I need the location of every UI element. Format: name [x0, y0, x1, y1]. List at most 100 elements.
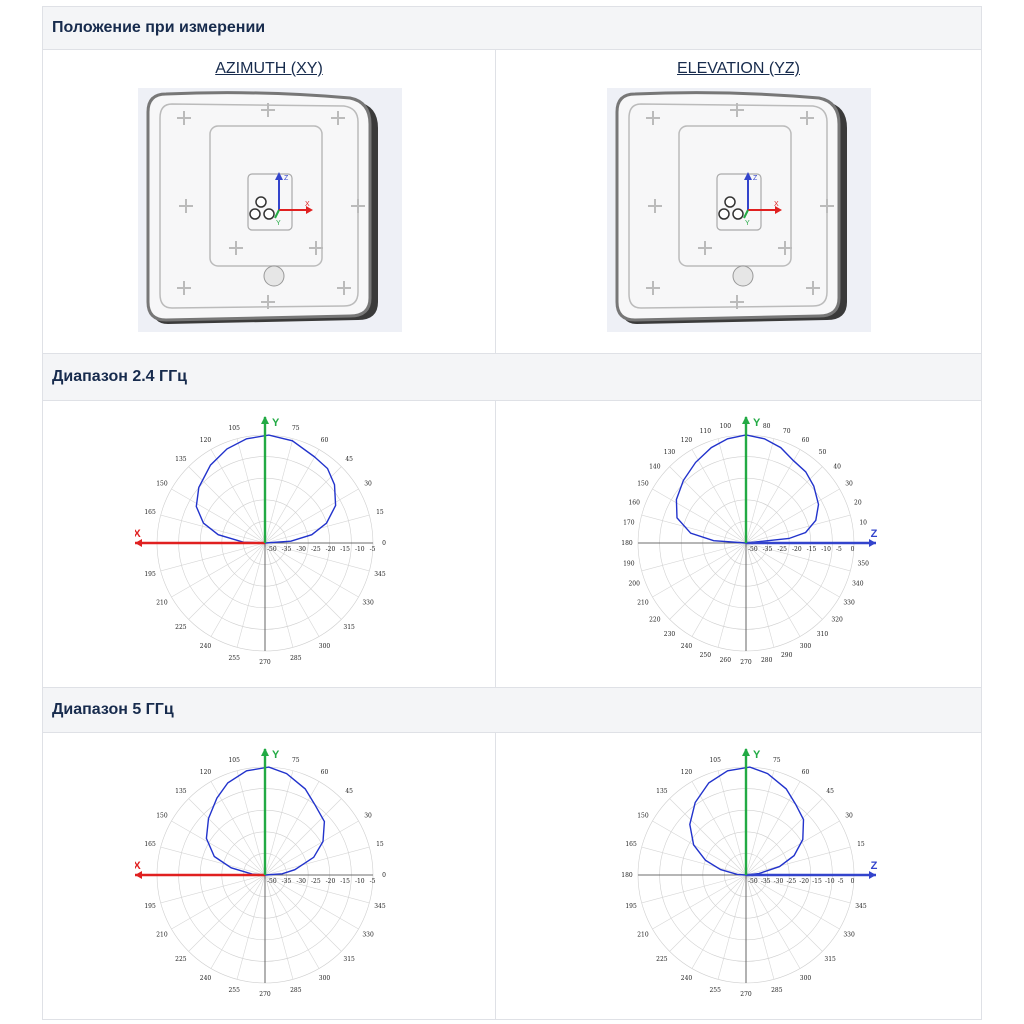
- mount-cross: [648, 199, 662, 213]
- grid-spoke: [717, 438, 747, 544]
- grid-spoke: [264, 781, 320, 876]
- ring-label: -20: [326, 878, 336, 885]
- grid-spoke: [745, 542, 840, 598]
- angle-label: 220: [649, 616, 661, 623]
- grid-spoke: [691, 781, 747, 876]
- origin-marker: [255, 196, 267, 208]
- grid-spoke: [171, 874, 266, 930]
- grid-spoke: [160, 874, 266, 904]
- angle-label: 255: [228, 655, 240, 662]
- vertical-axis-label: Y: [753, 749, 761, 761]
- ring-label: -50: [748, 878, 758, 885]
- angle-label: 340: [852, 581, 864, 588]
- grid-spoke: [652, 542, 747, 598]
- angle-label: 150: [637, 481, 649, 488]
- grid-spoke: [264, 874, 370, 904]
- grid-spoke: [188, 542, 266, 620]
- angle-label: 210: [637, 932, 649, 939]
- grid-spoke: [652, 488, 747, 544]
- device-z-label: Z: [753, 175, 758, 182]
- x-arrowhead: [306, 206, 313, 214]
- grid-spoke: [264, 874, 342, 952]
- horizontal-arrowhead: [135, 871, 142, 879]
- angle-label: 210: [156, 932, 168, 939]
- device-row: AZIMUTH (XY) Z X Y ELEVATION (YZ) Z X Y: [42, 49, 982, 354]
- vertical-axis-label: Y: [272, 749, 280, 761]
- ring-label: -35: [761, 878, 771, 885]
- grid-spoke: [717, 770, 747, 876]
- grid-spoke: [745, 781, 801, 876]
- angle-label: 150: [156, 481, 168, 488]
- angle-label: 45: [345, 788, 353, 795]
- mount-cross: [820, 199, 834, 213]
- origin-marker: [249, 208, 261, 220]
- angle-label: 70: [783, 428, 791, 435]
- angle-label: 180: [621, 872, 633, 879]
- mount-cross: [730, 295, 744, 309]
- angle-label: 120: [200, 437, 212, 444]
- grid-spoke: [669, 466, 747, 544]
- mount-cross: [309, 241, 323, 255]
- ring-label: -15: [807, 546, 817, 553]
- origin-marker: [263, 208, 275, 220]
- band-24-header: Диапазон 2.4 ГГц: [42, 353, 982, 401]
- angle-label: 280: [761, 657, 773, 664]
- azimuth-cell: AZIMUTH (XY) Z X Y: [42, 49, 496, 354]
- grid-spoke: [264, 542, 342, 620]
- origin-marker: [732, 208, 744, 220]
- angle-label: 30: [364, 813, 372, 820]
- angle-label: 130: [664, 449, 676, 456]
- device-x-label: X: [774, 201, 779, 208]
- grid-spoke: [745, 820, 840, 876]
- mount-cross: [331, 111, 345, 125]
- grid-spoke: [641, 874, 747, 904]
- y-axis-arrow: [743, 209, 749, 219]
- device-x-label: X: [305, 201, 310, 208]
- grid-spoke: [264, 770, 294, 876]
- grid-spoke: [745, 846, 851, 876]
- ring-label: -35: [763, 546, 773, 553]
- mount-cross: [261, 295, 275, 309]
- grid-spoke: [745, 874, 823, 952]
- grid-spoke: [745, 466, 823, 544]
- azimuth-title: AZIMUTH (XY): [215, 60, 323, 77]
- angle-label: 300: [800, 975, 812, 982]
- vertical-arrowhead: [261, 748, 269, 756]
- grid-spoke: [669, 798, 747, 876]
- grid-spoke: [641, 542, 747, 572]
- ring-label: -5: [370, 878, 376, 885]
- grid-spoke: [264, 798, 342, 876]
- angle-label: 135: [175, 456, 187, 463]
- grid-spoke: [652, 874, 747, 930]
- device-y-label: Y: [276, 220, 281, 227]
- grid-spoke: [745, 488, 840, 544]
- ring-label: -25: [786, 878, 796, 885]
- grid-spoke: [160, 846, 266, 876]
- grid-spoke: [236, 874, 266, 980]
- grid-spoke: [264, 438, 294, 544]
- grid-spoke: [236, 770, 266, 876]
- mount-cross: [177, 111, 191, 125]
- ring-label: -10: [825, 878, 835, 885]
- angle-label: 250: [700, 652, 712, 659]
- angle-label: 270: [740, 991, 752, 998]
- grid-spoke: [264, 874, 359, 930]
- angle-label: 330: [843, 600, 855, 607]
- angle-label: 330: [362, 600, 374, 607]
- grid-spoke: [210, 781, 266, 876]
- angle-label: 240: [681, 975, 693, 982]
- y-axis-arrow: [274, 209, 280, 219]
- x-arrowhead: [775, 206, 782, 214]
- grid-spoke: [641, 514, 747, 544]
- device-chip-area: [716, 173, 762, 231]
- angle-label: 140: [649, 464, 661, 471]
- horizontal-axis-label: X: [135, 528, 141, 540]
- angle-label: 170: [623, 519, 635, 526]
- angle-label: 30: [845, 481, 853, 488]
- grid-spoke: [691, 542, 747, 637]
- device-port: [263, 265, 285, 287]
- grid-spoke: [745, 874, 801, 969]
- grid-spoke: [745, 514, 851, 544]
- horizontal-arrowhead: [135, 539, 142, 547]
- mount-cross: [646, 281, 660, 295]
